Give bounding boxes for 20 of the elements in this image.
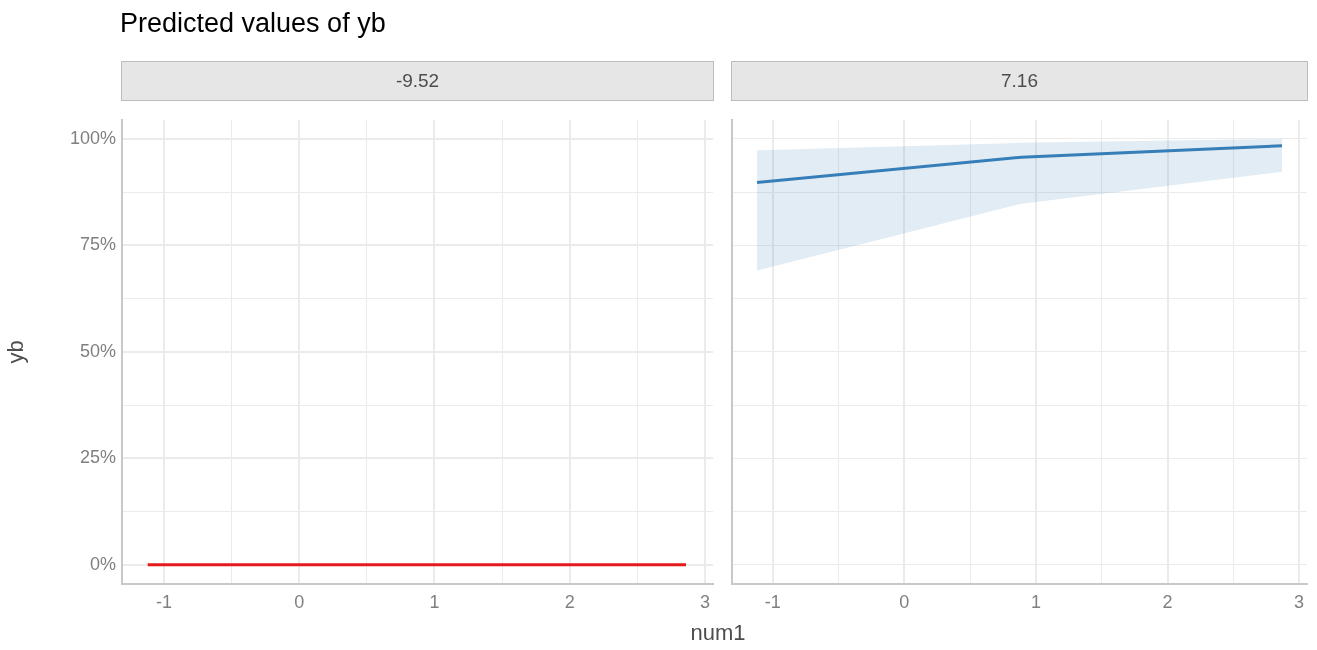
x-tick-label: 1	[1030, 591, 1041, 612]
x-tick-label: 2	[1162, 591, 1173, 612]
y-axis-title: yb	[3, 340, 29, 364]
chart-title: Predicted values of yb	[120, 8, 386, 39]
x-tick-label: 1	[429, 591, 440, 612]
x-tick-label: -1	[155, 591, 172, 612]
x-tick-label: -1	[764, 591, 781, 612]
chart-subtitle: -9.52	[121, 61, 715, 101]
y-tick-label: 100%	[69, 127, 116, 148]
x-tick-label: 0	[294, 591, 305, 612]
y-tick-label: 25%	[79, 447, 116, 468]
chart-subtitle: 7.16	[731, 61, 1308, 101]
x-tick-label: 0	[899, 591, 910, 612]
x-axis-title: num1	[690, 620, 746, 646]
y-tick-label: 75%	[79, 234, 116, 255]
x-tick-label: 2	[564, 591, 575, 612]
x-tick-label: 3	[699, 591, 710, 612]
y-tick-label: 0%	[89, 553, 116, 574]
y-tick-label: 50%	[79, 340, 116, 361]
x-tick-label: 3	[1294, 591, 1305, 612]
